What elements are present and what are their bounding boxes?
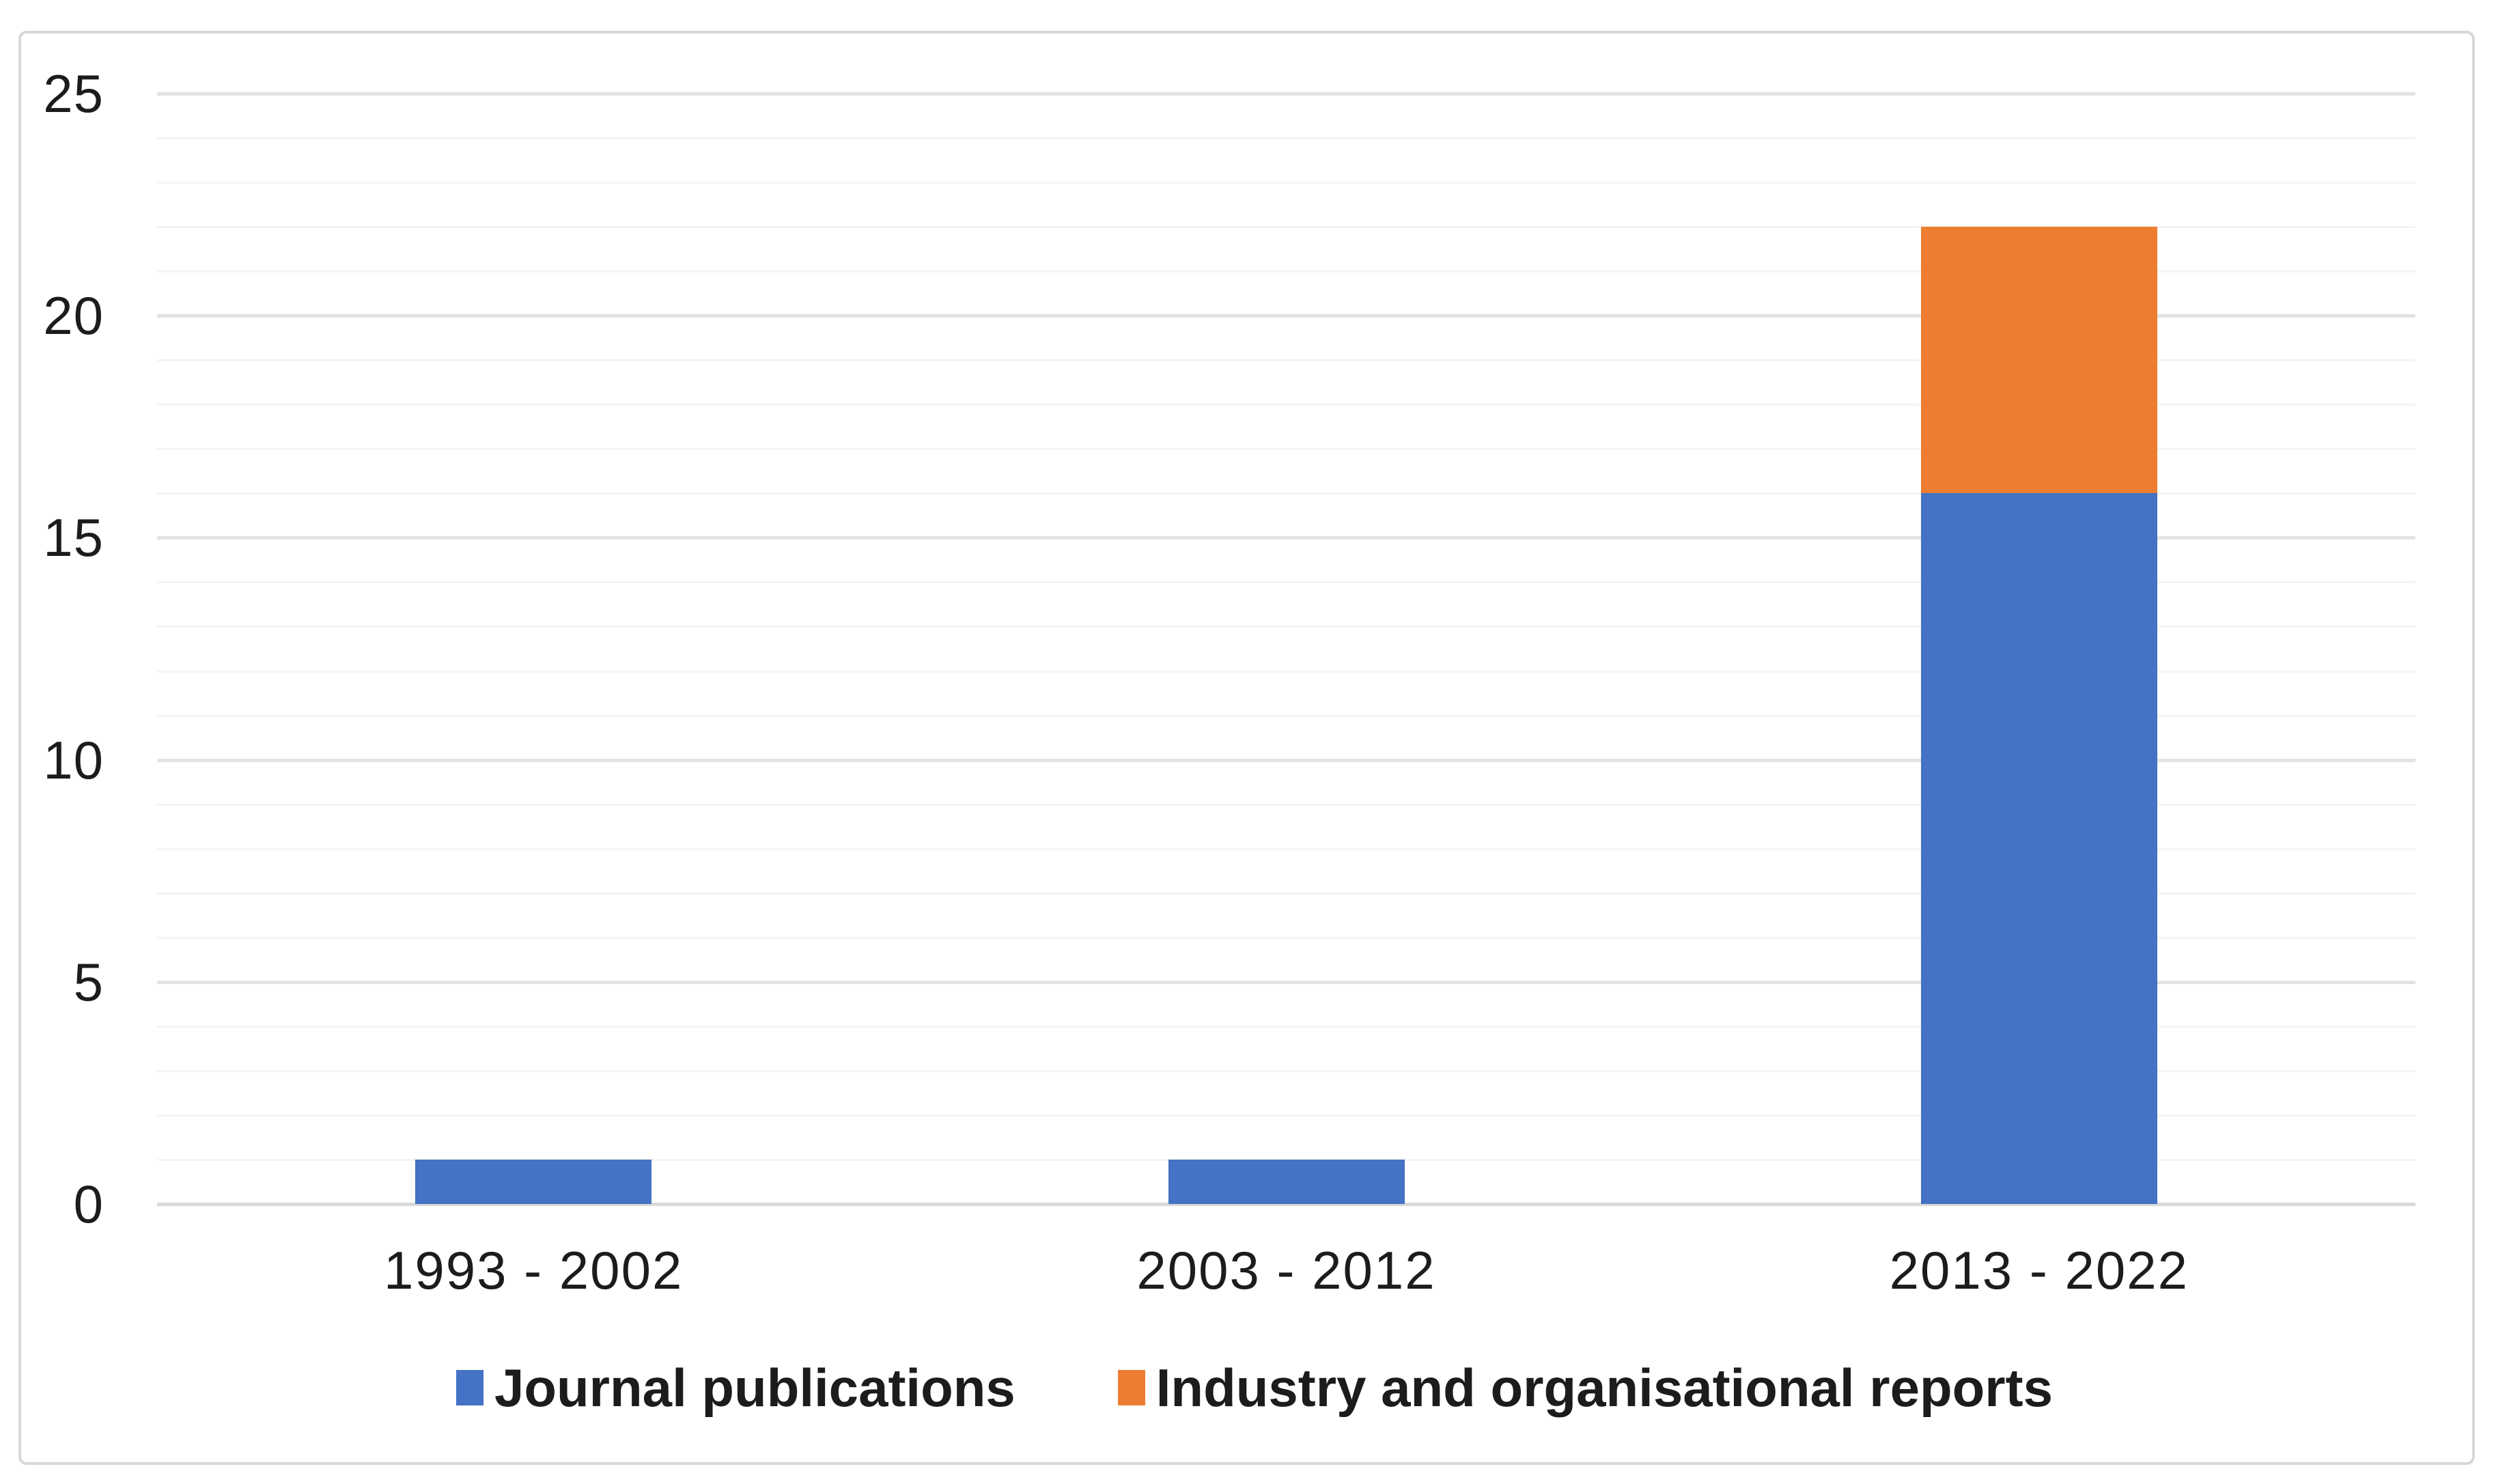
gridline-minor [157,936,2415,939]
gridline-minor [157,182,2415,184]
gridline-minor [157,359,2415,362]
gridline-minor [157,714,2415,717]
gridline-minor [157,226,2415,229]
x-axis-category-label: 2013 - 2022 [1889,1240,2189,1300]
gridline-major [157,536,2415,540]
gridline-minor [157,492,2415,495]
bar-segment [1168,1159,1405,1204]
x-axis-category-label: 2003 - 2012 [1136,1240,1436,1300]
legend-item-journal-publications: Journal publications [456,1358,1015,1418]
y-axis-tick-label: 25 [43,64,104,124]
gridline-minor [157,670,2415,673]
gridline-major [157,314,2415,318]
y-axis-tick-label: 20 [43,285,104,346]
y-axis-tick-label: 0 [73,1174,104,1234]
legend-swatch-journal-publications-icon [456,1370,484,1405]
legend-item-industry-reports: Industry and organisational reports [1117,1358,2053,1418]
gridline-minor [157,626,2415,628]
legend-label: Journal publications [494,1358,1015,1418]
gridline-minor [157,270,2415,273]
gridline-minor [157,448,2415,451]
plot-area [157,0,2415,1484]
y-axis-tick-label: 15 [43,507,104,568]
gridline-minor [157,848,2415,850]
gridline-minor [157,892,2415,895]
x-axis-category-label: 1993 - 2002 [383,1240,684,1300]
legend-swatch-industry-reports-icon [1117,1370,1145,1405]
gridline-minor [157,404,2415,406]
gridline-minor [157,803,2415,806]
gridline-minor [157,137,2415,140]
bar-segment [1920,493,2157,1204]
gridline-major [157,980,2415,984]
legend-label: Industry and organisational reports [1155,1358,2053,1418]
bar-segment [1920,227,2157,494]
bar-segment [415,1159,652,1204]
gridline-major [157,92,2415,96]
x-axis-baseline [157,1203,2415,1206]
gridline-minor [157,581,2415,584]
y-axis-tick-label: 10 [43,729,104,790]
y-axis-tick-label: 5 [73,951,104,1012]
gridline-minor [157,1025,2415,1028]
gridline-minor [157,1114,2415,1117]
legend: Journal publications Industry and organi… [0,1358,2509,1418]
gridline-minor [157,1069,2415,1072]
gridline-major [157,758,2415,762]
